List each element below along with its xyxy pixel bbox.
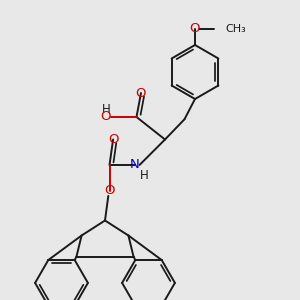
Text: O: O — [136, 86, 146, 100]
Text: O: O — [100, 110, 111, 124]
Text: H: H — [140, 169, 148, 182]
Text: O: O — [108, 133, 119, 146]
Text: O: O — [190, 22, 200, 35]
Text: O: O — [104, 184, 115, 197]
Text: CH₃: CH₃ — [225, 23, 246, 34]
Text: N: N — [130, 158, 140, 172]
Text: H: H — [102, 103, 111, 116]
